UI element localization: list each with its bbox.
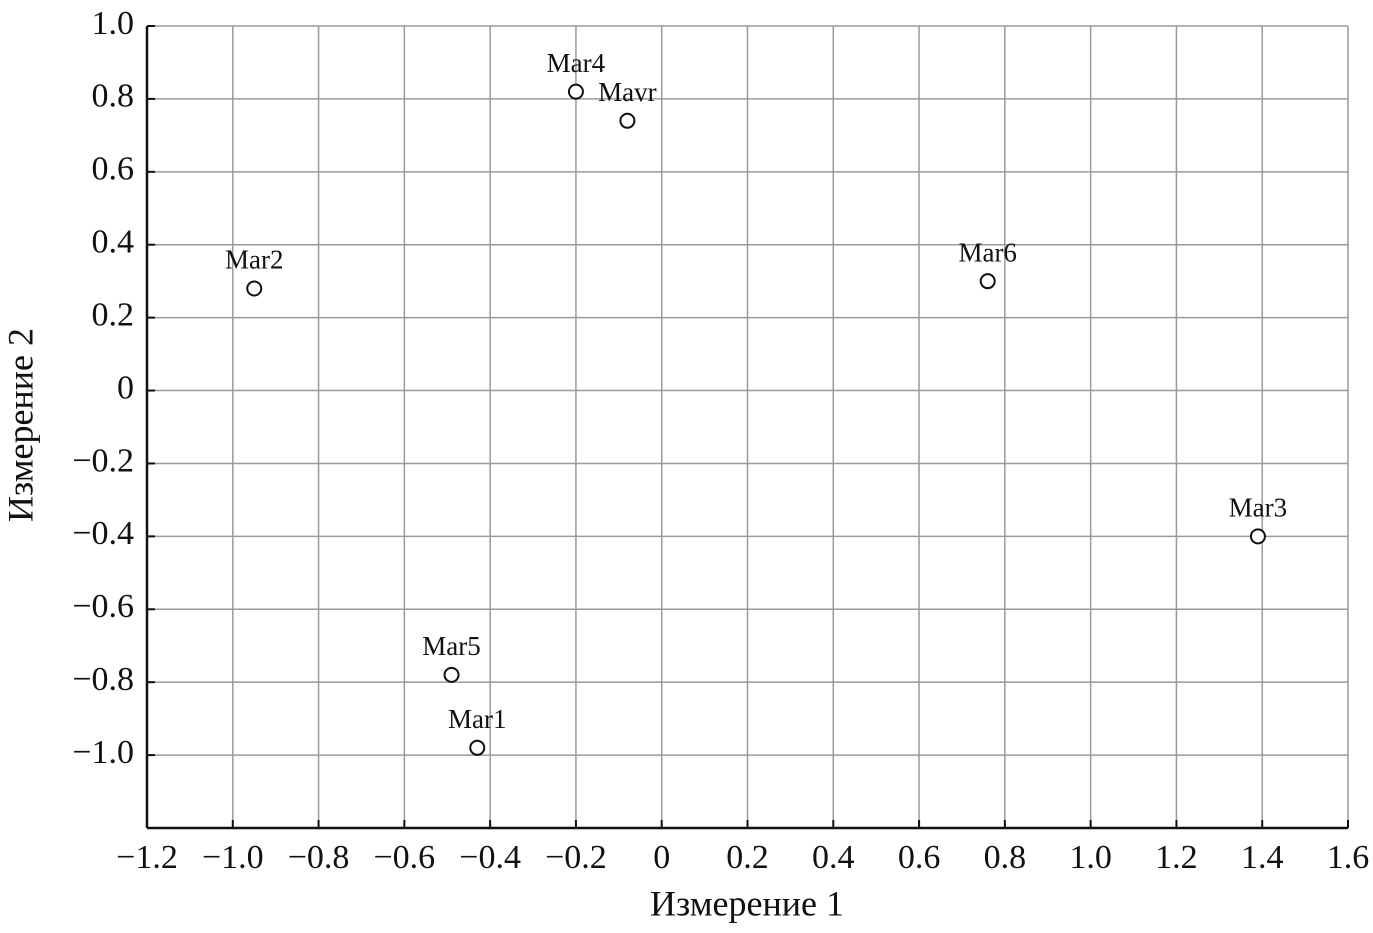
point-label: Mar2 bbox=[225, 245, 283, 275]
y-tick-label: −1.0 bbox=[72, 734, 134, 771]
y-tick-label: 0.2 bbox=[92, 296, 135, 333]
x-tick-label: 0.4 bbox=[812, 839, 855, 876]
x-tick-label: 0.6 bbox=[898, 839, 941, 876]
point-label: Mar4 bbox=[547, 48, 606, 78]
point bbox=[469, 739, 486, 756]
y-tick-label: −0.6 bbox=[72, 588, 134, 625]
y-tick-label: −0.2 bbox=[72, 442, 134, 479]
x-tick-label: 0 bbox=[653, 839, 670, 876]
point-label: Mar6 bbox=[958, 237, 1016, 267]
point bbox=[246, 280, 263, 297]
y-tick-label: 0.4 bbox=[92, 224, 135, 261]
x-tick-label: −1.0 bbox=[202, 839, 264, 876]
x-tick-label: 1.0 bbox=[1069, 839, 1112, 876]
x-tick-label: −0.6 bbox=[374, 839, 436, 876]
x-tick-label: 0.8 bbox=[984, 839, 1027, 876]
x-tick-label: 1.4 bbox=[1241, 839, 1284, 876]
point-label: Mar1 bbox=[448, 704, 506, 734]
point bbox=[619, 112, 636, 129]
y-tick-label: 0.6 bbox=[92, 151, 135, 188]
y-tick-label: 0.8 bbox=[92, 78, 135, 115]
y-tick-label: 0 bbox=[117, 369, 134, 406]
y-tick-label: −0.4 bbox=[72, 515, 134, 552]
y-tick-label: 1.0 bbox=[92, 5, 135, 42]
x-tick-label: −0.8 bbox=[288, 839, 350, 876]
y-axis-title: Измерение 2 bbox=[0, 328, 40, 522]
x-tick-label: 1.6 bbox=[1327, 839, 1370, 876]
x-tick-label: −1.2 bbox=[116, 839, 178, 876]
x-tick-label: −0.2 bbox=[545, 839, 607, 876]
point bbox=[443, 666, 460, 683]
x-tick-label: 0.2 bbox=[726, 839, 769, 876]
x-axis-title: Измерение 1 bbox=[650, 883, 844, 923]
point-label: Mar5 bbox=[422, 631, 480, 661]
y-tick-label: −0.8 bbox=[72, 661, 134, 698]
point bbox=[1249, 528, 1266, 545]
point-label: Mavr bbox=[598, 77, 656, 107]
point-label: Mar3 bbox=[1229, 493, 1287, 523]
point bbox=[979, 273, 996, 290]
point bbox=[567, 83, 584, 100]
x-tick-label: 1.2 bbox=[1155, 839, 1198, 876]
x-tick-label: −0.4 bbox=[459, 839, 521, 876]
